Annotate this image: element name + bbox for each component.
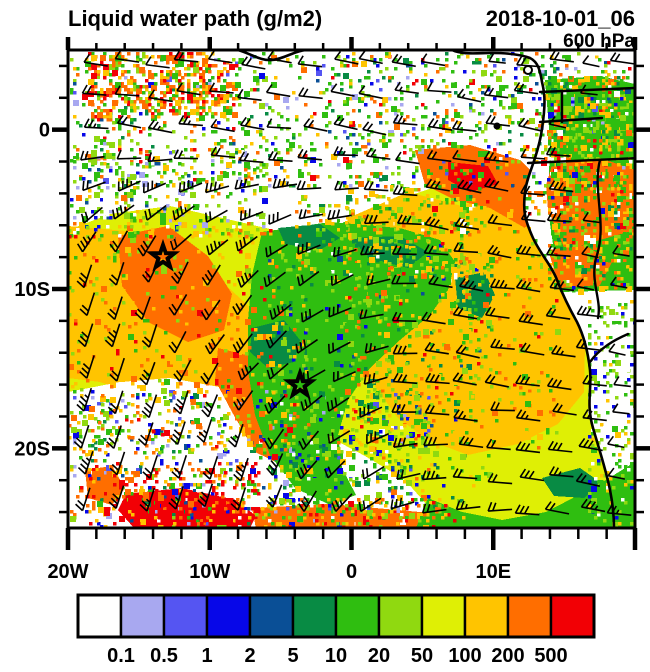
colorbar-label: 2 xyxy=(244,645,255,667)
x-axis-label: 10W xyxy=(189,561,230,583)
colorbar-label: 5 xyxy=(287,645,298,667)
y-axis-label: 0 xyxy=(39,120,50,142)
figure-title: Liquid water path (g/m2) xyxy=(68,6,322,31)
y-axis-label: 20S xyxy=(14,438,50,460)
colorbar-cell xyxy=(121,595,164,637)
colorbar-label: 50 xyxy=(411,645,433,667)
colorbar-cell xyxy=(293,595,336,637)
colorbar-cell xyxy=(551,595,594,637)
colorbar-label: 100 xyxy=(448,645,481,667)
x-axis-label: 20W xyxy=(47,561,88,583)
colorbar-label: 0.1 xyxy=(107,645,135,667)
x-axis-label: 0 xyxy=(346,561,357,583)
colorbar-cell xyxy=(508,595,551,637)
colorbar-cell xyxy=(164,595,207,637)
colorbar-cell xyxy=(465,595,508,637)
map-panel: 20W 10W 0 10E 0 10S 20S xyxy=(14,37,650,583)
colorbar-label: 500 xyxy=(534,645,567,667)
colorbar: 0.1 0.5 1 2 5 10 20 50 100 200 500 xyxy=(78,595,594,667)
colorbar-label: 1 xyxy=(201,645,212,667)
colorbar-label: 10 xyxy=(325,645,347,667)
colorbar-cell xyxy=(250,595,293,637)
figure-datetime: 2018-10-01_06 xyxy=(486,6,635,31)
colorbar-cell xyxy=(207,595,250,637)
colorbar-cell xyxy=(78,595,121,637)
x-axis-label: 10E xyxy=(475,561,511,583)
colorbar-label: 20 xyxy=(368,645,390,667)
colorbar-cell xyxy=(336,595,379,637)
colorbar-cell xyxy=(379,595,422,637)
colorbar-label: 0.5 xyxy=(150,645,178,667)
island-ring xyxy=(524,66,532,74)
colorbar-cell xyxy=(422,595,465,637)
colorbar-label: 200 xyxy=(491,645,524,667)
y-axis-label: 10S xyxy=(14,279,50,301)
